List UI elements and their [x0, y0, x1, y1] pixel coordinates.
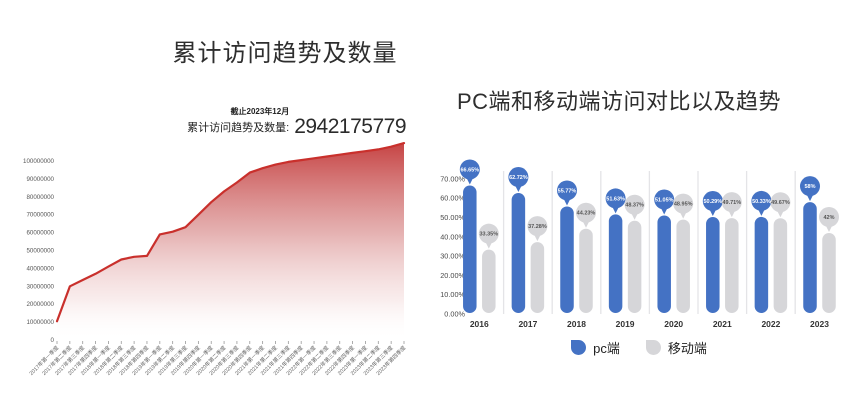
value-label: 48.37% [625, 203, 644, 209]
value-balloon [459, 159, 480, 180]
area-fill [57, 143, 404, 340]
legend-label-pc: pc端 [593, 340, 620, 356]
pc-bar[interactable] [608, 214, 623, 313]
value-balloon [819, 207, 839, 227]
value-label: 58% [804, 184, 815, 190]
y-axis-label: 30.00% [440, 252, 465, 261]
annotation-labels: 截止2023年12月 累计访问趋势及数量: [187, 106, 289, 137]
pc-bar[interactable] [463, 185, 477, 313]
value-balloon [605, 188, 626, 209]
mobile-bar[interactable] [676, 219, 690, 313]
trend-line[interactable] [55, 142, 406, 323]
left-chart-title: 累计访问趋势及数量 [172, 40, 398, 67]
category-label: 2018 [567, 319, 586, 329]
pc-bar[interactable] [560, 206, 574, 313]
y-axis-label: 50.00% [440, 213, 465, 222]
category-label: 2020 [664, 319, 683, 329]
right-chart-title: PC端和移动端访问对比以及趋势 [456, 89, 782, 114]
category-label: 2023 [810, 319, 829, 329]
legend-label-mobile: 移动端 [667, 340, 707, 356]
value-label: 50.33% [752, 199, 771, 205]
mobile-drop-icon [645, 339, 661, 355]
y-axis-label: 30000000 [26, 283, 54, 290]
y-axis-label: 100000000 [23, 158, 55, 165]
category-label: 2019 [616, 319, 635, 329]
mobile-bar[interactable] [773, 218, 788, 313]
mobile-bar[interactable] [482, 249, 496, 313]
value-balloon [576, 202, 596, 223]
value-label: 44.23% [577, 211, 596, 217]
value-label: 55.77% [558, 188, 577, 194]
value-balloon [751, 190, 772, 211]
y-axis-label: 10.00% [440, 290, 465, 299]
y-axis-label: 70000000 [26, 212, 54, 219]
mobile-bar[interactable] [725, 218, 739, 313]
as-of-date: 截止2023年12月 [230, 107, 290, 116]
value-balloon [478, 223, 499, 244]
legend-item-mobile[interactable]: 移动端 [645, 338, 707, 357]
value-balloon [624, 194, 645, 215]
value-label: 50.29% [703, 199, 722, 205]
value-label: 51.63% [606, 196, 625, 202]
y-axis-label: 40000000 [26, 265, 54, 272]
value-label: 33.35% [479, 232, 498, 238]
pc-bar[interactable] [754, 216, 769, 313]
category-label: 2017 [518, 319, 537, 329]
pc-bar[interactable] [511, 193, 526, 313]
category-label: 2021 [713, 319, 732, 329]
value-balloon [721, 192, 742, 213]
y-axis-label: 50000000 [26, 248, 54, 255]
value-label: 51.05% [655, 198, 674, 204]
total-label: 累计访问趋势及数量: [187, 122, 290, 134]
value-label: 49.67% [771, 200, 790, 206]
value-label: 42% [823, 215, 834, 221]
right-chart-legend: pc端 移动端 [426, 334, 852, 360]
y-axis-label: 60.00% [440, 194, 465, 203]
cumulative-area-chart[interactable]: 0 10000000 20000000 30000000 40000000 5000000… [0, 135, 426, 385]
value-label: 62.72% [509, 175, 528, 181]
value-label: 48.95% [674, 202, 693, 208]
category-label: 2022 [761, 319, 780, 329]
mobile-bar[interactable] [627, 220, 642, 313]
mobile-bar[interactable] [579, 228, 593, 313]
legend-item-pc[interactable]: pc端 [571, 338, 620, 357]
y-axis-label: 80000000 [26, 194, 54, 201]
value-label: 66.65% [460, 167, 479, 173]
pc-bar[interactable] [657, 215, 671, 313]
value-label: 37.28% [528, 224, 547, 230]
value-balloon [508, 167, 529, 188]
mobile-bar[interactable] [530, 242, 545, 313]
y-axis-label: 10000000 [26, 319, 54, 326]
value-balloon [673, 193, 694, 214]
y-axis-label: 70.00% [440, 174, 465, 183]
y-axis-label: 60000000 [26, 230, 54, 237]
value-balloon [654, 189, 675, 210]
y-axis-label: 40.00% [440, 232, 465, 241]
value-balloon [527, 216, 548, 237]
y-axis-label: 90000000 [26, 176, 54, 183]
y-axis-label: 0.00% [444, 310, 465, 319]
y-axis-label: 0 [51, 337, 55, 344]
pc-bar[interactable] [803, 202, 817, 313]
value-balloon [770, 192, 791, 213]
y-axis-label: 20.00% [440, 271, 465, 280]
value-balloon [800, 176, 820, 197]
value-balloon [557, 180, 577, 201]
pc-mobile-comparison-chart[interactable]: 0.00% 10.00% 20.00% 30.00% 40.00% 50.00% 60.00… [426, 125, 852, 411]
pc-drop-icon [571, 339, 587, 355]
category-label: 2016 [470, 319, 489, 329]
cumulative-total-annotation: 截止2023年12月 累计访问趋势及数量: 2942175779 [140, 106, 406, 137]
value-balloon [702, 191, 723, 212]
y-axis-label: 20000000 [26, 301, 54, 308]
total-value: 2942175779 [294, 115, 406, 138]
value-label: 49.71% [722, 200, 741, 206]
pc-bar[interactable] [706, 217, 720, 313]
mobile-bar[interactable] [822, 233, 836, 313]
